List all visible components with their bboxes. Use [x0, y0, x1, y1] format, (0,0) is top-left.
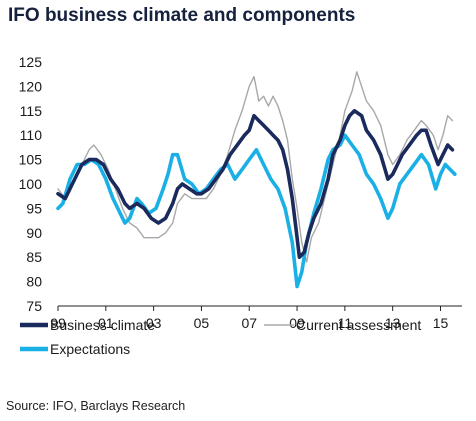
y-tick-label: 75	[26, 298, 42, 314]
x-tick-label: 15	[433, 315, 449, 331]
series-layer	[56, 71, 457, 289]
x-tick-label: 05	[194, 315, 210, 331]
line-chart: 75 80 85 90 95 100 105 110 115 120 125 99 01 03 05 07 0…	[19, 54, 462, 331]
legend-label-current-assessment: Current assessment	[296, 317, 422, 333]
y-tick-label: 80	[26, 274, 42, 290]
legend-item-business-climate: Business climate	[20, 317, 155, 333]
legend-swatch-expectations	[20, 346, 48, 352]
y-tick-label: 85	[26, 249, 42, 265]
source-note: Source: IFO, Barclays Research	[6, 399, 186, 413]
legend-label-expectations: Expectations	[50, 341, 131, 357]
y-tick-label: 105	[19, 152, 43, 168]
legend-item-current-assessment: Current assessment	[264, 317, 421, 333]
y-tick-label: 100	[19, 176, 43, 192]
chart-title: IFO business climate and components	[8, 5, 356, 26]
y-tick-label: 90	[26, 225, 42, 241]
legend-label-business-climate: Business climate	[50, 317, 156, 333]
x-axis-ticks: 99 01 03 05 07 09 11 13 15	[50, 306, 448, 331]
legend-item-expectations: Expectations	[20, 341, 130, 357]
series-line-expectations	[56, 133, 457, 289]
x-tick-label: 09	[289, 315, 305, 331]
series-line-business-climate	[56, 109, 455, 259]
x-tick-label: 99	[50, 315, 66, 331]
y-tick-label: 120	[19, 78, 43, 94]
y-tick-label: 110	[20, 127, 43, 143]
legend-swatch-business-climate	[20, 322, 48, 328]
x-tick-label: 07	[241, 315, 257, 331]
y-axis-ticks: 75 80 85 90 95 100 105 110 115 120 125	[19, 54, 43, 314]
x-tick-label: 11	[338, 315, 353, 331]
y-tick-label: 125	[19, 54, 43, 70]
y-tick-label: 95	[26, 200, 42, 216]
x-tick-label: 03	[146, 315, 162, 331]
x-tick-label: 13	[385, 315, 401, 331]
legend-swatch-current-assessment	[264, 324, 294, 326]
x-tick-label: 01	[98, 315, 114, 331]
y-tick-label: 115	[20, 103, 43, 119]
series-line-current-assessment	[57, 71, 454, 263]
